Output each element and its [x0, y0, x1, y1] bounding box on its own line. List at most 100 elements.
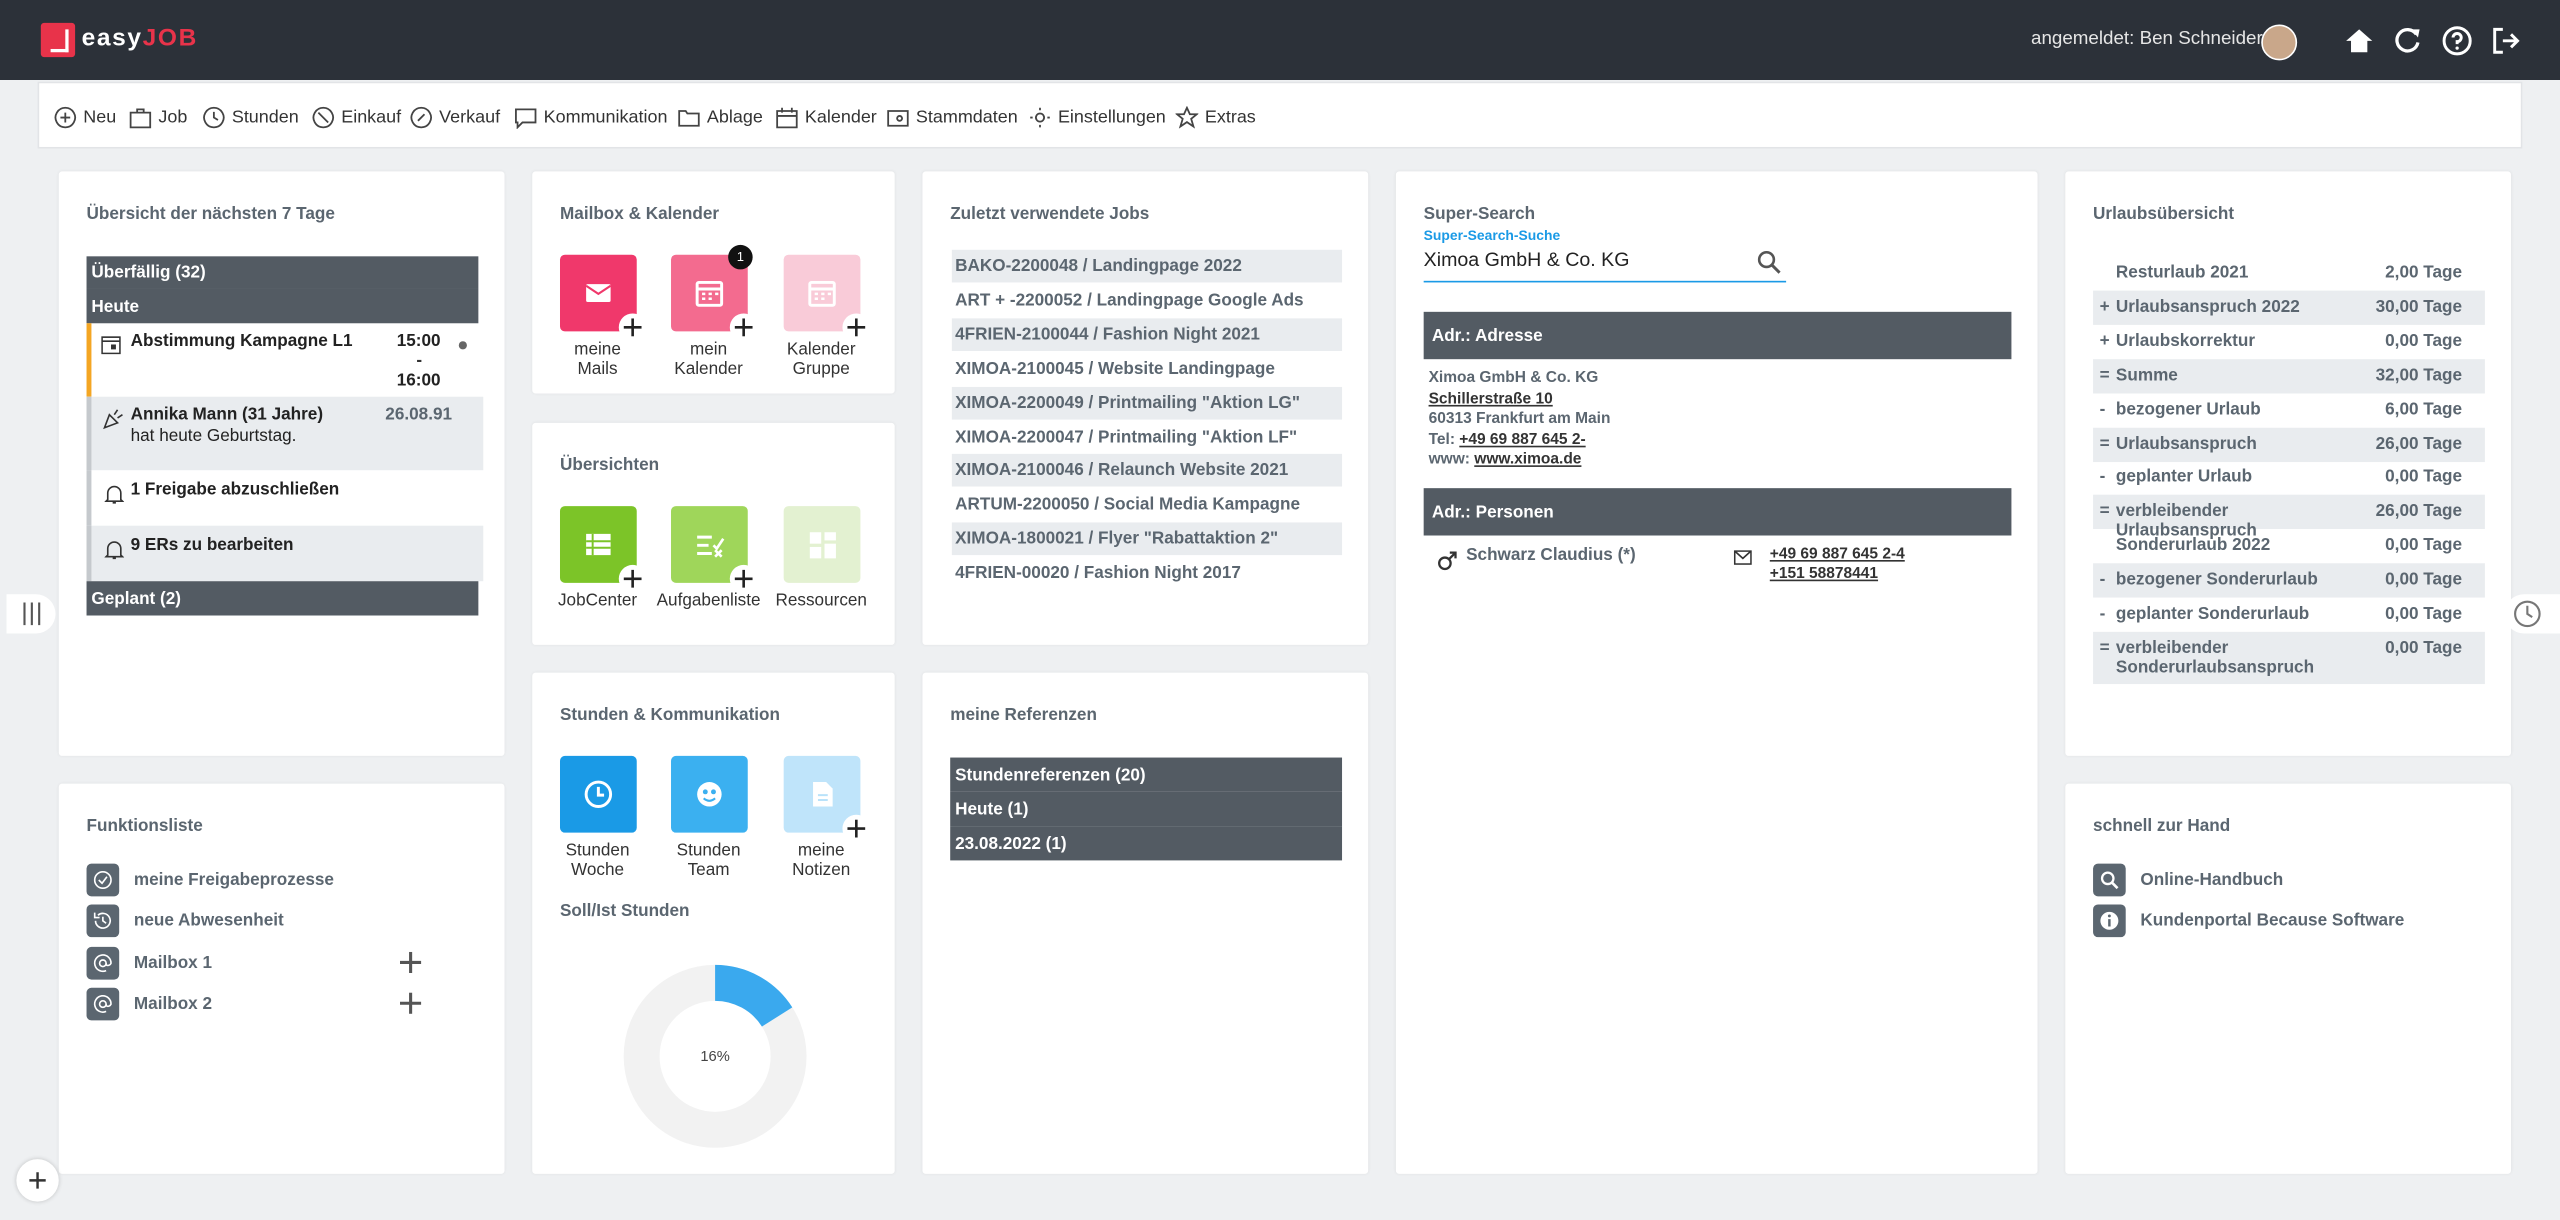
nav-item[interactable]: Job	[129, 83, 187, 150]
tile[interactable]	[671, 506, 758, 593]
nav-item[interactable]: Kalender	[776, 83, 877, 150]
quick-item[interactable]: Kundenportal Because Software	[2093, 904, 2404, 938]
function-item[interactable]: neue Abwesenheit	[86, 904, 284, 938]
address-street[interactable]: Schillerstraße 10	[1428, 389, 1553, 408]
nav-label: Kalender	[804, 106, 877, 127]
job-item[interactable]: XIMOA-1800021 / Flyer "Rabattaktion 2"	[951, 522, 1343, 556]
tile[interactable]	[559, 755, 637, 833]
left-panel-toggle[interactable]	[6, 594, 56, 634]
function-item[interactable]: Mailbox 1	[86, 946, 212, 979]
home-icon[interactable]	[2344, 26, 2373, 55]
quick-label: Online-Handbuch	[2140, 870, 2284, 890]
vacation-sign: -	[2099, 604, 2106, 624]
vacation-row: + Urlaubsanspruch 2022 30,00 Tage	[2093, 290, 2485, 325]
overdue-header[interactable]: Überfällig (32)	[86, 256, 479, 289]
tile[interactable]	[559, 254, 647, 342]
function-item[interactable]: Mailbox 2	[86, 987, 212, 1021]
nav-label: Extras	[1204, 106, 1256, 127]
quick-item[interactable]: Online-Handbuch	[2093, 863, 2284, 897]
nav-label: Stunden	[231, 106, 299, 127]
nav-icon	[312, 106, 334, 128]
appointment[interactable]: Abstimmung Kampagne L1 15:00-16:00	[86, 323, 484, 397]
job-item[interactable]: BAKO-2200048 / Landingpage 2022	[951, 249, 1343, 283]
plus-shape	[399, 951, 422, 973]
reference-row[interactable]: 23.08.2022 (1)	[950, 826, 1343, 861]
job-item[interactable]: XIMOA-2200047 / Printmailing "Aktion LF"	[955, 426, 1298, 447]
reference-row[interactable]: Stundenreferenzen (20)	[950, 757, 1343, 792]
function-icon	[86, 904, 120, 938]
job-item[interactable]: 4FRIEN-2100044 / Fashion Night 2021	[951, 318, 1343, 351]
help-icon[interactable]	[2441, 24, 2474, 57]
card-funktionsliste: Funktionsliste meine Freigabeprozesse neue…	[58, 783, 505, 1174]
quick-icon	[2093, 904, 2126, 938]
person-name[interactable]: Schwarz Claudius (*)	[1466, 545, 1636, 565]
nav-item[interactable]: Neu	[54, 83, 116, 150]
logout-icon[interactable]	[2490, 24, 2523, 57]
add-button[interactable]	[16, 1159, 59, 1202]
nav-icon	[203, 106, 225, 128]
nav-item[interactable]: Ablage	[678, 83, 763, 150]
nav-icon-shape	[54, 106, 77, 128]
job-item[interactable]: XIMOA-2100046 / Relaunch Website 2021	[951, 454, 1343, 488]
nav-icon-shape	[515, 107, 537, 129]
card-jobs: Zuletzt verwendete Jobs BAKO-2200048 / La…	[922, 171, 1369, 645]
vacation-value: 26,00 Tage	[2375, 501, 2463, 522]
search-input[interactable]: Ximoa GmbH & Co. KG	[1423, 248, 1787, 283]
job-item[interactable]: ART + -2200052 / Landingpage Google Ads	[955, 290, 1304, 311]
www-link[interactable]: www.ximoa.de	[1474, 450, 1582, 469]
job-item[interactable]: 4FRIEN-00020 / Fashion Night 2017	[955, 563, 1241, 584]
add-mailbox[interactable]	[399, 951, 422, 973]
ers[interactable]: 9 ERs zu bearbeiten	[86, 525, 484, 582]
vacation-row: + Urlaubskorrektur 0,00 Tage	[2093, 325, 2485, 359]
plus-shape	[847, 819, 866, 838]
vacation-row: = verbleibender Urlaubsanspruch 26,00 Tage	[2093, 495, 2485, 541]
tile-icon	[697, 535, 725, 558]
card-title: Zuletzt verwendete Jobs	[950, 204, 1150, 224]
tile[interactable]	[559, 506, 647, 593]
reference-row[interactable]: Heute (1)	[950, 791, 1343, 827]
nav-item[interactable]: Einkauf	[312, 83, 401, 150]
search-icon[interactable]	[1757, 250, 1781, 274]
tile[interactable]	[783, 506, 861, 583]
birthday-name: Annika Mann (31 Jahre)	[130, 404, 324, 425]
nav-item[interactable]: Stunden	[202, 83, 299, 150]
vacation-label: bezogener Sonderurlaub	[2115, 569, 2318, 590]
nav-item[interactable]: Kommunikation	[514, 83, 667, 150]
vacation-label: Urlaubsanspruch 2022	[2115, 296, 2300, 317]
refresh-icon[interactable]	[2393, 26, 2422, 55]
job-item[interactable]: XIMOA-2200049 / Printmailing "Aktion LG"	[951, 386, 1343, 419]
nav-item[interactable]: Stammdaten	[887, 83, 1018, 150]
nav-item[interactable]: Einstellungen	[1029, 83, 1166, 150]
vacation-label: geplanter Sonderurlaub	[2115, 604, 2310, 624]
card-references: meine Referenzen Stundenreferenzen (20) He…	[922, 672, 1369, 1174]
tel-link[interactable]: +49 69 887 645 2-	[1459, 430, 1586, 449]
job-item[interactable]: XIMOA-2100045 / Website Landingpage	[955, 358, 1275, 379]
vacation-row: - geplanter Sonderurlaub 0,00 Tage	[2093, 598, 2485, 632]
nav-item[interactable]: Extras	[1175, 83, 1256, 150]
right-panel-toggle[interactable]	[2504, 594, 2560, 634]
nav-label: Ablage	[706, 106, 763, 127]
add-mailbox[interactable]	[399, 992, 422, 1014]
logo[interactable]: easyJOB	[82, 24, 198, 52]
tile[interactable]	[783, 254, 871, 342]
avatar[interactable]	[2261, 24, 2298, 61]
vacation-row: - geplanter Urlaub 0,00 Tage	[2093, 461, 2485, 495]
tile[interactable]	[671, 755, 748, 833]
job-item[interactable]: ARTUM-2200050 / Social Media Kampagne	[955, 495, 1300, 515]
function-icon	[86, 946, 120, 979]
vacation-row: = verbleibender Sonderurlaubsanspruch 0,00…	[2093, 631, 2485, 684]
nav-icon-shape	[312, 106, 334, 128]
plus-shape	[734, 318, 753, 337]
calendar-icon	[101, 336, 121, 355]
function-item[interactable]: meine Freigabeprozesse	[86, 863, 334, 897]
phone-link[interactable]: +49 69 887 645 2-4	[1769, 545, 1905, 564]
nav-item[interactable]: Verkauf	[410, 83, 500, 150]
planned-header[interactable]: Geplant (2)	[86, 581, 479, 616]
nav-icon-shape	[203, 106, 225, 128]
nav-icon	[1030, 106, 1050, 127]
tile[interactable]	[783, 755, 871, 843]
vacation-value: 2,00 Tage	[2385, 262, 2463, 283]
phone-link[interactable]: +151 58878441	[1769, 564, 1879, 583]
approvals[interactable]: 1 Freigabe abzuschließen	[86, 470, 484, 526]
